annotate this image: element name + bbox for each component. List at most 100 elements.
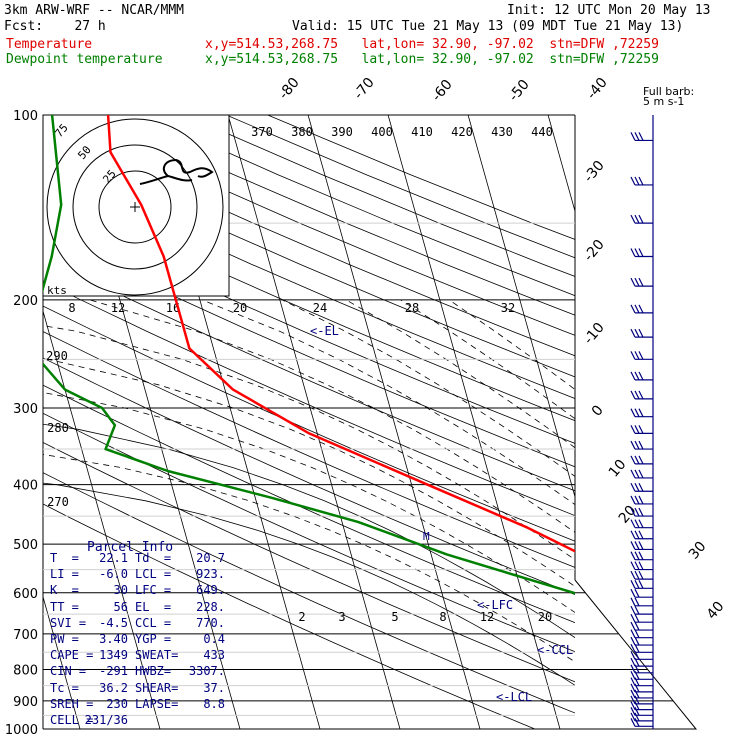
- isotherm-label--30: -30: [581, 158, 608, 186]
- isotherm-label--50: -50: [506, 77, 533, 105]
- barb-feather: [630, 588, 636, 598]
- barb-feather: [638, 248, 644, 257]
- wind-barb: [630, 530, 653, 540]
- parcel-value: 36.2: [99, 680, 128, 695]
- wind-barb: [630, 683, 653, 693]
- barb-feather: [638, 304, 644, 314]
- barb-feather: [634, 718, 640, 727]
- barb-feather: [630, 707, 636, 716]
- wind-barb: [630, 671, 653, 680]
- wind-barb: [630, 689, 653, 699]
- parcel-value: 433: [203, 648, 225, 663]
- hodograph-trace: [139, 158, 214, 185]
- theta-label-370: 370: [251, 125, 273, 139]
- barb-feather: [638, 507, 644, 517]
- dry-adiabat-460: [267, 115, 575, 240]
- parcel-value: 228.: [196, 599, 225, 614]
- parcel-key: SREH =: [50, 696, 94, 711]
- parcel-key: CIN =: [50, 664, 87, 679]
- wind-barb: [630, 605, 653, 615]
- barb-feather: [634, 597, 640, 607]
- barb-feather: [638, 390, 644, 400]
- barb-feather: [634, 507, 640, 517]
- barb-feather: [638, 408, 644, 417]
- barb-feather: [630, 701, 636, 710]
- isotherm-label--20: -20: [581, 237, 608, 265]
- moist-adiabat-10: [43, 325, 575, 561]
- wind-barb: [630, 304, 653, 314]
- moist-adiabat-18: [201, 299, 575, 506]
- moist-adiabat-34: [448, 299, 575, 390]
- hodo-ring-50: [72, 144, 198, 270]
- theta-label-290: 290: [46, 349, 68, 363]
- wind-barb: [630, 371, 653, 381]
- barb-feather: [638, 551, 644, 560]
- pressure-label-500: 500: [13, 538, 38, 553]
- barb-feather: [630, 621, 636, 631]
- barb-feather: [638, 425, 644, 434]
- barb-feather: [634, 629, 640, 638]
- barb-feather: [634, 132, 640, 141]
- barb-feather: [634, 214, 640, 224]
- wind-barb: [630, 677, 653, 687]
- parcel-value: 649.: [196, 583, 225, 598]
- el-marker: <-EL: [310, 324, 339, 338]
- parcel-key: LI =: [50, 567, 79, 582]
- barb-feather: [630, 570, 636, 580]
- wind-barb: [630, 613, 653, 623]
- wind-barb: [630, 588, 653, 598]
- mixing-ratio-label-32: 32: [501, 301, 515, 315]
- wind-barb: [630, 541, 653, 551]
- barb-feather: [630, 469, 636, 479]
- wind-barb: [630, 469, 653, 479]
- wind-barb: [630, 657, 653, 667]
- wind-barb: [630, 351, 653, 360]
- parcel-key: EL =: [135, 599, 172, 614]
- barb-feather: [630, 371, 636, 381]
- barb-feather: [634, 304, 640, 314]
- barb-legend-units: 5 m s-1: [643, 95, 684, 108]
- theta-label-410: 410: [411, 125, 433, 139]
- barb-feather: [630, 657, 636, 667]
- barb-feather: [630, 530, 636, 540]
- parcel-key: YGP =: [135, 632, 172, 646]
- theta-label-400: 400: [371, 125, 393, 139]
- model-title: 3km ARW-WRF -- NCAR/MMM: [4, 3, 185, 18]
- barb-feather: [630, 214, 636, 224]
- isotherm-label--70: -70: [351, 75, 378, 103]
- theta-label-280: 280: [47, 421, 69, 435]
- wind-barb: [630, 519, 653, 529]
- wind-barb: [630, 455, 653, 465]
- barb-feather: [638, 328, 644, 338]
- mixing-ratio-label-20: 20: [233, 301, 247, 315]
- parcel-value: 30: [113, 583, 128, 598]
- barb-feather: [638, 351, 644, 360]
- barb-feather: [634, 519, 640, 528]
- init-time: Init: 12 UTC Mon 20 May 13: [507, 3, 711, 18]
- isotherm--40: [227, 115, 401, 729]
- theta-label-420: 420: [451, 125, 473, 139]
- valid-time: Valid: 15 UTC Tue 21 May 13 (09 MDT Tue …: [292, 19, 684, 34]
- parcel-value: 56: [113, 599, 128, 614]
- barb-feather: [630, 541, 636, 550]
- parcel-key: CAPE =: [50, 648, 94, 663]
- barb-feather: [634, 328, 640, 338]
- barb-feather: [634, 613, 640, 623]
- parcel-value: 8.8: [203, 696, 225, 711]
- wind-barb: [630, 214, 653, 224]
- barb-feather: [638, 371, 644, 381]
- parcel-value: -4.5: [99, 615, 128, 630]
- theta-label-390: 390: [331, 125, 353, 139]
- barb-feather: [638, 570, 644, 580]
- parcel-key: HWBZ=: [135, 664, 172, 679]
- barb-legend-title: Full barb:: [643, 85, 694, 98]
- wind-barb: [630, 570, 653, 580]
- temperature-coords: x,y=514.53,268.75 lat,lon= 32.90, -97.02…: [205, 37, 659, 52]
- pressure-label-100: 100: [13, 109, 38, 124]
- barb-feather: [630, 132, 636, 141]
- parcel-key: K =: [50, 583, 79, 598]
- wind-barb: [630, 707, 653, 716]
- barb-feather: [634, 440, 640, 450]
- barb-feather: [634, 701, 640, 710]
- barb-feather: [630, 636, 636, 646]
